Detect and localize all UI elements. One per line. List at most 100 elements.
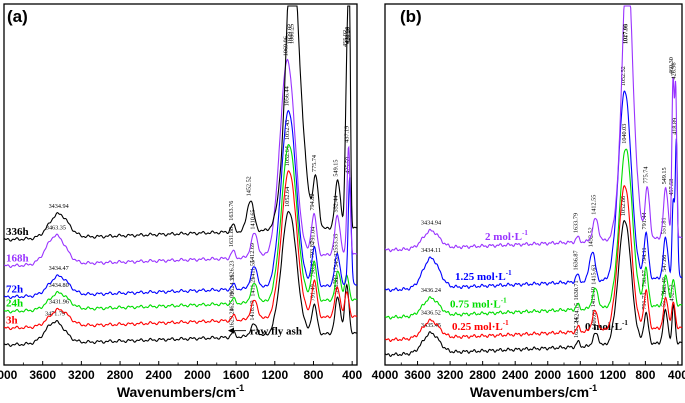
series-label: 72h bbox=[6, 283, 23, 295]
peak-label: 553.35 bbox=[332, 234, 339, 251]
peak-label: 545.22 bbox=[333, 250, 340, 267]
peak-label: 775.74 bbox=[642, 167, 649, 184]
peak-label: 432.64 bbox=[344, 27, 351, 44]
peak-label: 548.91 bbox=[333, 277, 340, 294]
series-raw-fly-ash: 3471.79 1629.24 1416.19 1052.64 791.49 548.91… bbox=[4, 187, 358, 347]
spectrum-line bbox=[4, 144, 358, 314]
peak-label: 1626.23 bbox=[229, 261, 236, 281]
peak-label: 549.15 bbox=[661, 167, 668, 184]
peak-label: 1625.09 bbox=[229, 292, 236, 312]
x-tick-label: 3200 bbox=[68, 368, 95, 382]
peak-label: 3434.80 bbox=[49, 282, 69, 289]
peak-label: 1052.64 bbox=[284, 146, 291, 166]
series-label: 3h bbox=[6, 314, 18, 326]
spectrum-line bbox=[4, 170, 358, 331]
plot-frame bbox=[3, 3, 358, 366]
spectrum-line bbox=[385, 185, 683, 342]
x-tick-label: 400 bbox=[668, 368, 685, 382]
peak-label: 418.89 bbox=[671, 118, 678, 135]
peak-label: 794.82 bbox=[309, 194, 316, 211]
peak-label: 1052.52 bbox=[620, 66, 627, 86]
peak-label: 1419.10 bbox=[590, 287, 597, 307]
peak-label: 1411.25 bbox=[249, 277, 256, 297]
x-tick-label: 4000 bbox=[0, 368, 18, 382]
peak-label: 793.82 bbox=[309, 241, 316, 258]
series-0-75-mol-l: 3436.24 1630.71 1415.63 1040.03 794.11 547.86… bbox=[385, 124, 683, 320]
peak-label: 426.98 bbox=[671, 62, 678, 79]
series-label: 0.75 mol·L-1 bbox=[450, 297, 507, 311]
peak-label: 1040.03 bbox=[621, 124, 628, 144]
peak-label: 1630.71 bbox=[573, 280, 580, 300]
spectrum-line bbox=[385, 148, 683, 320]
spectrum-line bbox=[3, 58, 358, 268]
spectrum-line bbox=[4, 5, 358, 242]
x-tick-label: 2400 bbox=[145, 368, 172, 382]
x-tick-label: 1600 bbox=[567, 368, 594, 382]
plot-frame bbox=[384, 3, 683, 366]
peak-label: 3434.11 bbox=[421, 247, 441, 254]
spectrum-line bbox=[4, 210, 358, 347]
peak-label: 549.15 bbox=[333, 160, 340, 177]
peak-label: 3434.47 bbox=[49, 265, 69, 272]
x-tick-label: 1200 bbox=[261, 368, 288, 382]
x-tick-label: 2800 bbox=[107, 368, 134, 382]
peak-label: 1027.66 bbox=[622, 24, 629, 44]
peak-label: 1633.79 bbox=[572, 213, 579, 233]
peak-label: 1411.55 bbox=[249, 260, 256, 280]
peak-label: 437.19 bbox=[344, 126, 351, 143]
peak-label: 1624.15 bbox=[573, 303, 580, 323]
x-axis-title: Wavenumbers/cm-1 bbox=[117, 383, 244, 400]
x-tick-label: 4000 bbox=[372, 368, 399, 382]
peak-label: 460.30 bbox=[668, 57, 675, 74]
peak-label: 1056.44 bbox=[284, 86, 291, 106]
series-72h: 3434.47 1626.23 1412.69 1056.44 791.04 553.35… bbox=[3, 86, 358, 300]
x-tick-label: 800 bbox=[635, 368, 655, 382]
spectrum-line bbox=[385, 219, 683, 357]
spectrum-line bbox=[3, 109, 358, 300]
x-axis-title: Wavenumbers/cm-1 bbox=[470, 383, 597, 400]
series-label: 2 mol·L-1 bbox=[485, 229, 528, 243]
peak-label: 455.92 bbox=[342, 30, 349, 47]
panel-label: (a) bbox=[7, 7, 28, 26]
peak-label: 3471.79 bbox=[45, 311, 65, 318]
peak-label: 452.52 bbox=[669, 284, 676, 301]
peak-label: 1636.87 bbox=[572, 250, 579, 270]
arrow-head bbox=[228, 327, 234, 334]
series-label: 1.25 mol·L-1 bbox=[455, 269, 512, 283]
x-tick-label: 400 bbox=[342, 368, 362, 382]
x-tick-label: 2800 bbox=[469, 368, 496, 382]
peak-label: 3463.35 bbox=[46, 225, 66, 232]
peak-label: 1412.55 bbox=[591, 195, 598, 215]
series-label: 336h bbox=[6, 226, 29, 238]
x-tick-label: 1200 bbox=[599, 368, 626, 382]
peak-label: 791.49 bbox=[309, 284, 316, 301]
peak-label: 3431.96 bbox=[49, 299, 69, 306]
x-tick-label: 3600 bbox=[29, 368, 56, 382]
x-tick-label: 2000 bbox=[184, 368, 211, 382]
peak-label: 3435.45 bbox=[421, 322, 441, 329]
peak-label: 794.11 bbox=[641, 247, 648, 264]
spectrum-line bbox=[385, 90, 683, 293]
peak-label: 1633.76 bbox=[228, 201, 235, 221]
peak-label: 551.81 bbox=[661, 217, 668, 234]
peak-label: 1052.86 bbox=[620, 196, 627, 216]
peak-label: 1006.25 bbox=[289, 24, 296, 44]
chart-panel-a: 4000 3600 3200 2800 2400 2000 1600 1200 800 400 Wa… bbox=[0, 3, 362, 400]
peak-label: 1409.69 bbox=[591, 310, 598, 330]
x-tick-label: 3200 bbox=[437, 368, 464, 382]
peak-label: 552.51 bbox=[660, 290, 667, 307]
peak-label: 547.86 bbox=[661, 255, 668, 272]
peak-label: 3436.24 bbox=[421, 287, 441, 294]
spectrum-line bbox=[385, 5, 683, 253]
peak-label: 790.57 bbox=[641, 270, 648, 287]
peak-label: 552.44 bbox=[332, 195, 339, 212]
series-label: 168h bbox=[6, 252, 29, 264]
series-label: 0 mol·L-1 bbox=[585, 319, 628, 333]
peak-label: 1416.19 bbox=[249, 301, 256, 321]
x-tick-label: 3600 bbox=[404, 368, 431, 382]
x-tick-label: 2000 bbox=[534, 368, 561, 382]
